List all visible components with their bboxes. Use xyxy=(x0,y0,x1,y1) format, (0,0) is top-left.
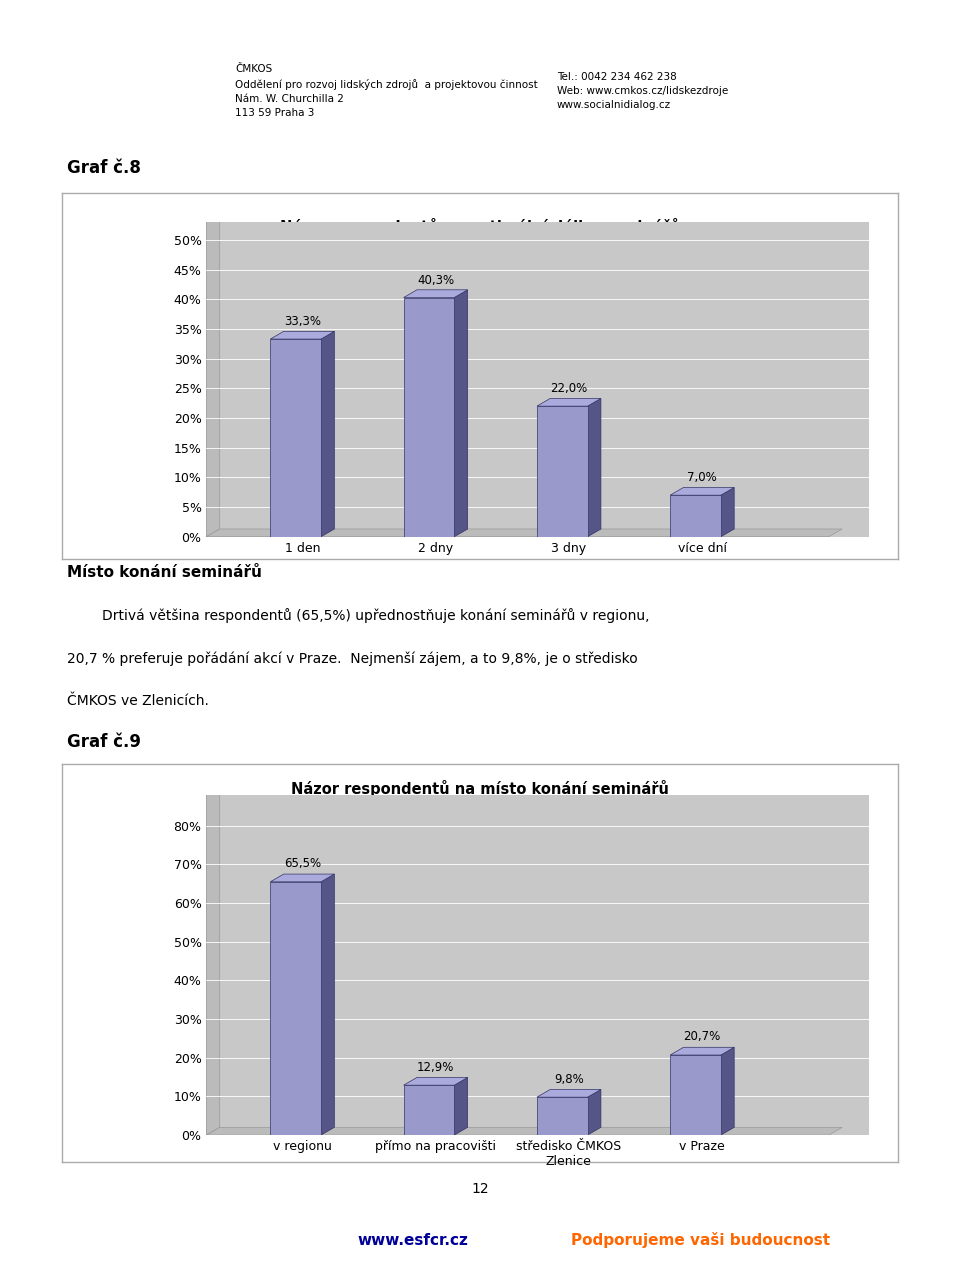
Text: 20,7%: 20,7% xyxy=(684,1031,721,1044)
Text: 12: 12 xyxy=(471,1183,489,1197)
Text: 9,8%: 9,8% xyxy=(554,1072,584,1085)
Text: 40,3%: 40,3% xyxy=(417,273,454,286)
Text: Graf č.8: Graf č.8 xyxy=(67,159,141,177)
Bar xyxy=(670,496,721,537)
Polygon shape xyxy=(454,1077,468,1135)
Text: 65,5%: 65,5% xyxy=(284,858,321,871)
Polygon shape xyxy=(537,398,601,406)
Text: 7,0%: 7,0% xyxy=(687,471,717,484)
Text: www.esfcr.cz: www.esfcr.cz xyxy=(357,1233,468,1248)
Text: Místo konání seminářů: Místo konání seminářů xyxy=(67,565,262,580)
Polygon shape xyxy=(321,331,334,537)
Text: 33,3%: 33,3% xyxy=(284,316,321,329)
Text: Tel.: 0042 234 462 238
Web: www.cmkos.cz/lidskezdroje
www.socialnidialog.cz: Tel.: 0042 234 462 238 Web: www.cmkos.cz… xyxy=(557,72,728,110)
Text: ČMKOS
Oddělení pro rozvoj lidských zdrojů  a projektovou činnost
Nám. W. Churchi: ČMKOS Oddělení pro rozvoj lidských zdroj… xyxy=(235,64,538,118)
Polygon shape xyxy=(588,398,601,537)
Polygon shape xyxy=(271,874,334,882)
Text: Názor respondentů na místo konání seminářů: Názor respondentů na místo konání seminá… xyxy=(291,779,669,797)
Bar xyxy=(403,298,454,537)
Text: 20,7 % preferuje pořádání akcí v Praze.  Nejmenší zájem, a to 9,8%, je o středis: 20,7 % preferuje pořádání akcí v Praze. … xyxy=(67,651,638,665)
Polygon shape xyxy=(206,787,220,1135)
Bar xyxy=(670,1055,721,1135)
Text: Graf č.9: Graf č.9 xyxy=(67,733,141,751)
Polygon shape xyxy=(588,1089,601,1135)
Text: Drtivá většina respondentů (65,5%) upřednostňuje konání seminářů v regionu,: Drtivá většina respondentů (65,5%) upřed… xyxy=(67,609,650,623)
Polygon shape xyxy=(403,1077,468,1085)
Polygon shape xyxy=(206,1127,842,1135)
Polygon shape xyxy=(403,290,468,298)
Text: Názor respondentů na optimální délku seminářů: Názor respondentů na optimální délku sem… xyxy=(279,218,681,235)
Polygon shape xyxy=(537,1089,601,1097)
Polygon shape xyxy=(670,1048,734,1055)
Text: ČMKOS ve Zlenicích.: ČMKOS ve Zlenicích. xyxy=(67,695,209,709)
Text: 12,9%: 12,9% xyxy=(417,1061,454,1073)
Text: 22,0%: 22,0% xyxy=(550,383,588,395)
Polygon shape xyxy=(271,331,334,339)
Bar xyxy=(537,406,588,537)
Polygon shape xyxy=(206,214,220,537)
Polygon shape xyxy=(454,290,468,537)
Text: Podporujeme vaši budoucnost: Podporujeme vaši budoucnost xyxy=(571,1233,830,1248)
Polygon shape xyxy=(721,488,734,537)
Bar xyxy=(403,1085,454,1135)
Polygon shape xyxy=(721,1048,734,1135)
Polygon shape xyxy=(670,488,734,496)
Polygon shape xyxy=(321,874,334,1135)
Bar xyxy=(537,1097,588,1135)
Bar xyxy=(271,882,321,1135)
Polygon shape xyxy=(206,529,842,537)
Bar xyxy=(271,339,321,537)
